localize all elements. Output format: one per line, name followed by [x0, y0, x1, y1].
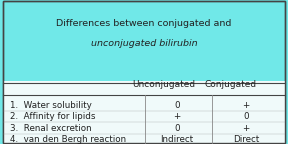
- Text: 0: 0: [174, 124, 180, 133]
- Text: Direct: Direct: [233, 135, 259, 144]
- Text: Unconjugated: Unconjugated: [132, 80, 196, 89]
- Text: Conjugated: Conjugated: [204, 80, 256, 89]
- Text: unconjugated bilirubin: unconjugated bilirubin: [91, 39, 197, 48]
- Text: 0: 0: [174, 101, 180, 110]
- Text: Indirect: Indirect: [160, 135, 194, 144]
- Text: 0: 0: [243, 112, 249, 121]
- Text: +: +: [173, 112, 181, 121]
- Text: +: +: [242, 101, 250, 110]
- Text: Differences between conjugated and: Differences between conjugated and: [56, 19, 232, 28]
- Text: 1.  Water solubility: 1. Water solubility: [10, 101, 92, 110]
- Text: +: +: [242, 124, 250, 133]
- Text: 2.  Affinity for lipids: 2. Affinity for lipids: [10, 112, 96, 121]
- Text: 3.  Renal excretion: 3. Renal excretion: [10, 124, 92, 133]
- Text: 4.  van den Bergh reaction: 4. van den Bergh reaction: [10, 135, 126, 144]
- Bar: [3, 81, 285, 143]
